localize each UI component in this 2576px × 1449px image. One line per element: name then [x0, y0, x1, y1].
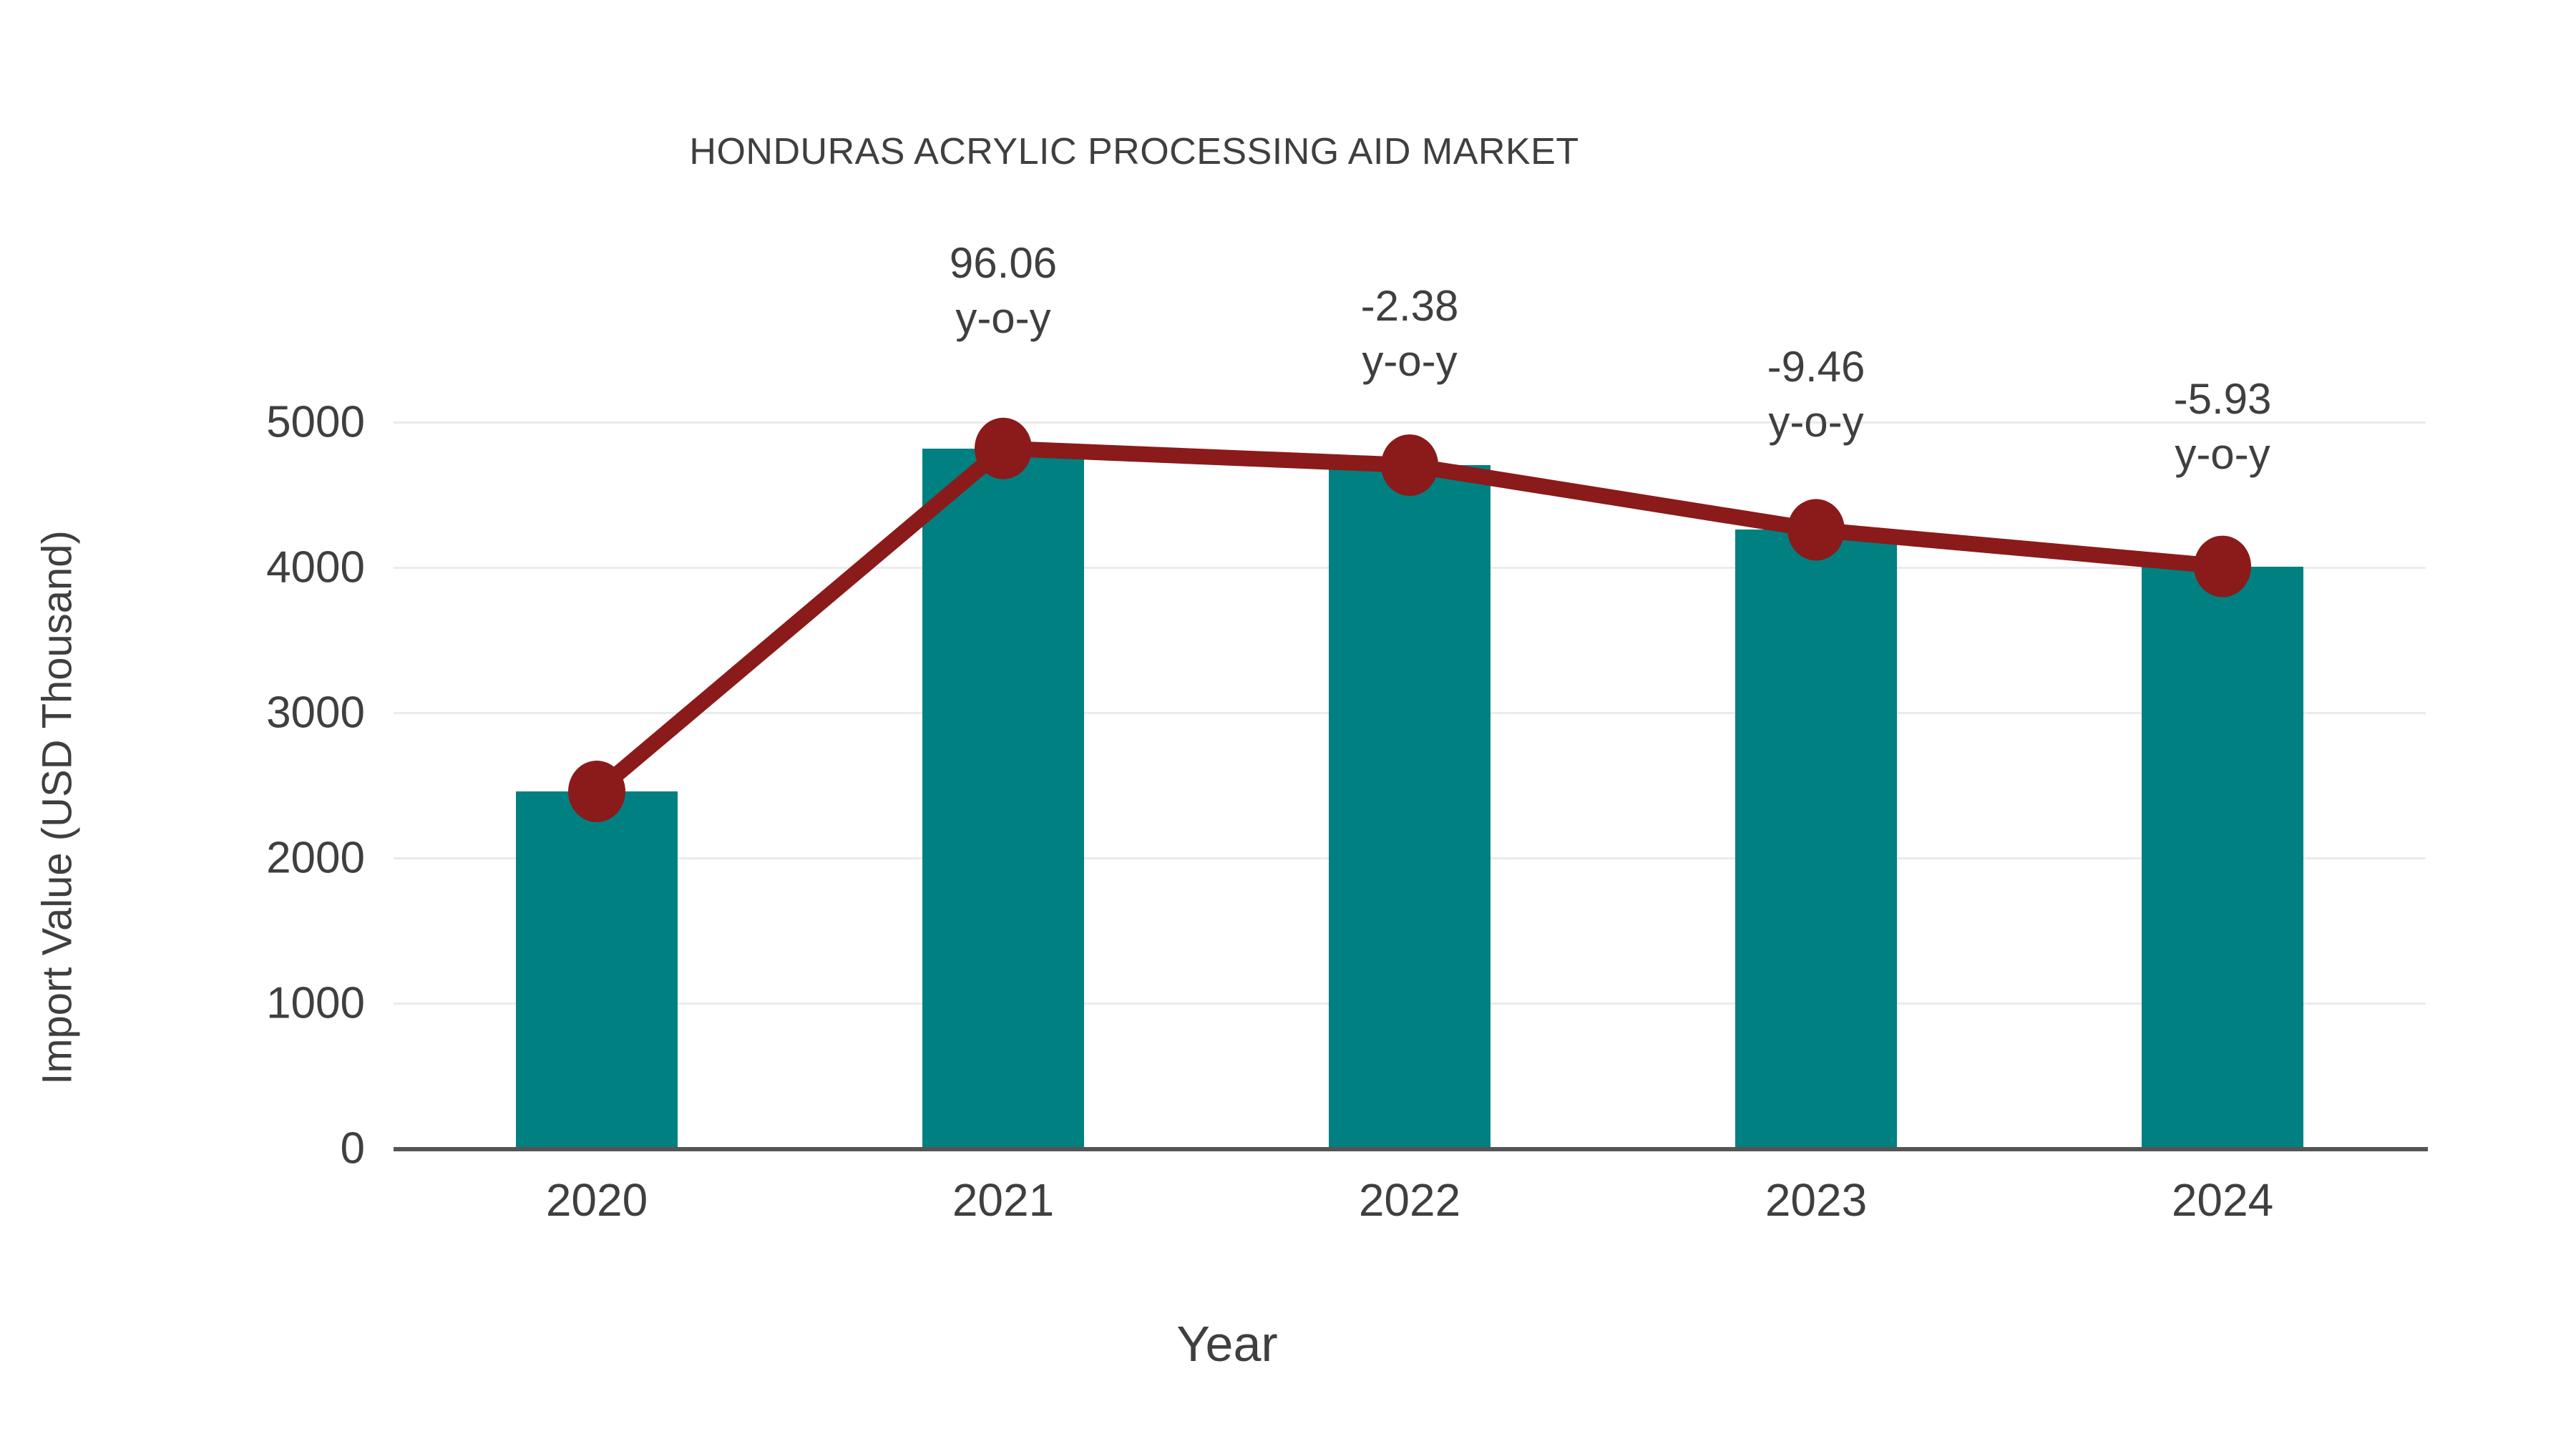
- yoy-annotation: -5.93 y-o-y: [2174, 372, 2272, 482]
- plot-area: [394, 421, 2426, 1148]
- x-axis-tick-label: 2024: [2171, 1174, 2274, 1226]
- yoy-unit: y-o-y: [1362, 336, 1458, 385]
- yoy-value: -5.93: [2173, 375, 2272, 423]
- x-axis-title: Year: [1176, 1316, 1278, 1372]
- yoy-unit: y-o-y: [2175, 429, 2270, 478]
- y-axis-tick-label: 5000: [266, 397, 365, 447]
- chart-title: HONDURAS ACRYLIC PROCESSING AID MARKET: [689, 131, 1579, 172]
- yoy-annotation: 96.06 y-o-y: [950, 236, 1057, 346]
- yoy-unit: y-o-y: [955, 293, 1051, 342]
- x-axis-line: [394, 1147, 2428, 1151]
- gridline: [394, 421, 2426, 424]
- y-axis-tick-labels: 0 1000 2000 3000 4000 5000: [0, 0, 365, 1449]
- bar[interactable]: [2142, 566, 2303, 1148]
- yoy-value: -2.38: [1360, 282, 1459, 330]
- yoy-annotation: -2.38 y-o-y: [1361, 279, 1459, 389]
- y-axis-tick-label: 0: [340, 1123, 365, 1174]
- yoy-annotation: -9.46 y-o-y: [1767, 340, 1865, 450]
- x-axis-tick-label: 2023: [1765, 1174, 1868, 1226]
- bar[interactable]: [922, 448, 1084, 1148]
- yoy-unit: y-o-y: [1768, 397, 1864, 446]
- bar[interactable]: [516, 791, 678, 1148]
- yoy-value: 96.06: [949, 239, 1058, 287]
- x-axis-tick-label: 2021: [952, 1174, 1055, 1226]
- yoy-value: -9.46: [1767, 343, 1865, 391]
- y-axis-tick-label: 3000: [266, 688, 365, 738]
- x-axis-tick-label: 2022: [1358, 1174, 1461, 1226]
- y-axis-tick-label: 2000: [266, 833, 365, 883]
- x-axis-tick-label: 2020: [545, 1174, 648, 1226]
- bar[interactable]: [1735, 530, 1897, 1148]
- y-axis-tick-label: 4000: [266, 542, 365, 592]
- bar[interactable]: [1329, 465, 1491, 1148]
- y-axis-tick-label: 1000: [266, 978, 365, 1028]
